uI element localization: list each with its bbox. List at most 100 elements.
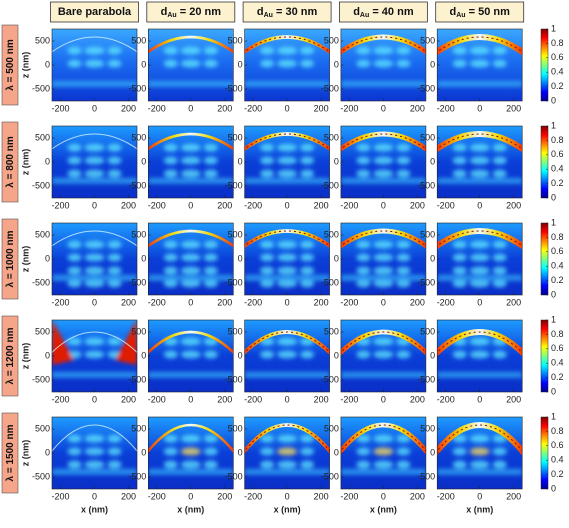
header-text: = 50 nm xyxy=(466,6,511,18)
heatmap xyxy=(340,222,427,296)
x-tick-label: 0 xyxy=(285,200,290,210)
spot xyxy=(163,447,178,456)
spot xyxy=(373,337,394,346)
row-label-box xyxy=(1,315,19,397)
spot xyxy=(396,240,411,249)
x-tick-label: 200 xyxy=(121,297,136,307)
spot xyxy=(492,156,507,165)
x-tick-label: 200 xyxy=(506,394,521,404)
z-tick-label: 0 xyxy=(430,253,435,263)
spot xyxy=(203,156,218,165)
x-tick-label: 200 xyxy=(121,394,136,404)
z-tick-label: 500 xyxy=(131,132,146,142)
heatmap xyxy=(436,28,523,102)
x-tick-label: 0 xyxy=(188,394,193,404)
parabola xyxy=(148,330,234,355)
spot xyxy=(373,460,394,469)
spot xyxy=(277,447,298,456)
z-tick-label: -500 xyxy=(225,471,243,481)
band xyxy=(148,371,234,378)
spot xyxy=(260,266,275,275)
spot xyxy=(163,59,178,68)
x-tick-label: 0 xyxy=(477,200,482,210)
x-tick-label: 0 xyxy=(477,491,482,501)
z-tick-label: 500 xyxy=(324,326,339,336)
spot xyxy=(373,169,394,178)
column-header-box xyxy=(338,1,428,23)
z-tick-label: 0 xyxy=(430,447,435,457)
band xyxy=(52,371,137,378)
z-tick-label: 0 xyxy=(334,253,339,263)
spot xyxy=(180,266,201,275)
x-tick-label: 0 xyxy=(477,103,482,113)
x-tick-label: -200 xyxy=(340,297,358,307)
spot xyxy=(469,434,490,443)
heatmap xyxy=(436,319,523,393)
field-spots xyxy=(244,46,330,87)
spot xyxy=(180,279,201,288)
x-tick-label: -200 xyxy=(148,394,166,404)
spot xyxy=(260,169,275,178)
heatmap xyxy=(244,125,330,199)
spot xyxy=(356,169,371,178)
spot xyxy=(396,460,411,469)
x-axis-label: x (nm) xyxy=(274,504,301,514)
z-tick-label: 500 xyxy=(420,326,435,336)
spot xyxy=(396,59,411,68)
spot xyxy=(277,337,298,346)
spot xyxy=(396,143,411,152)
column-header-box xyxy=(50,1,139,23)
spot xyxy=(277,143,298,152)
spot xyxy=(373,156,394,165)
spot xyxy=(492,59,507,68)
x-axis-label: x (nm) xyxy=(466,504,493,514)
colorbar-tick-label: 0.8 xyxy=(551,329,564,339)
spot xyxy=(492,253,507,262)
z-tick-label: 500 xyxy=(35,326,50,336)
colorbar-tick-label: 0 xyxy=(551,483,556,493)
x-tick-label: 0 xyxy=(188,491,193,501)
spot xyxy=(84,169,105,178)
z-tick-label: 0 xyxy=(334,447,339,457)
spot xyxy=(107,253,122,262)
spot xyxy=(163,460,178,469)
x-tick-label: 200 xyxy=(121,491,136,501)
heatmap-field xyxy=(148,417,234,489)
x-tick-label: 200 xyxy=(410,394,425,404)
row-label: λ = 500 nm xyxy=(5,39,16,91)
x-tick-label: 200 xyxy=(314,297,329,307)
parabola xyxy=(52,230,137,247)
z-tick-label: 500 xyxy=(324,35,339,45)
spot xyxy=(203,434,218,443)
spot xyxy=(469,279,490,288)
spot xyxy=(67,240,82,249)
band xyxy=(340,177,426,184)
spot xyxy=(373,447,394,456)
z-tick-label: 500 xyxy=(420,35,435,45)
spot xyxy=(452,46,467,55)
parabola xyxy=(244,423,330,454)
spot xyxy=(300,460,315,469)
x-tick-label: -200 xyxy=(51,491,69,501)
z-tick-label: -500 xyxy=(417,180,435,190)
spot xyxy=(67,447,82,456)
field-spots xyxy=(52,46,137,87)
spot xyxy=(452,434,467,443)
colorbar-tick-label: 0.2 xyxy=(551,275,564,285)
spot xyxy=(300,253,315,262)
colorbar-tick-label: 0.4 xyxy=(551,67,564,77)
heatmap-field xyxy=(437,223,523,295)
spot xyxy=(84,350,105,359)
spot xyxy=(260,447,275,456)
header-text: = 20 nm xyxy=(177,6,222,18)
spot xyxy=(107,59,122,68)
z-axis-label: z (nm) xyxy=(20,343,30,370)
band xyxy=(437,468,523,475)
row-label: λ = 800 nm xyxy=(5,136,16,188)
spot xyxy=(203,253,218,262)
spot xyxy=(180,447,201,456)
spot xyxy=(260,279,275,288)
x-tick-label: 200 xyxy=(410,103,425,113)
colorbar-tick-label: 0.8 xyxy=(551,232,564,242)
z-tick-label: -500 xyxy=(321,471,339,481)
